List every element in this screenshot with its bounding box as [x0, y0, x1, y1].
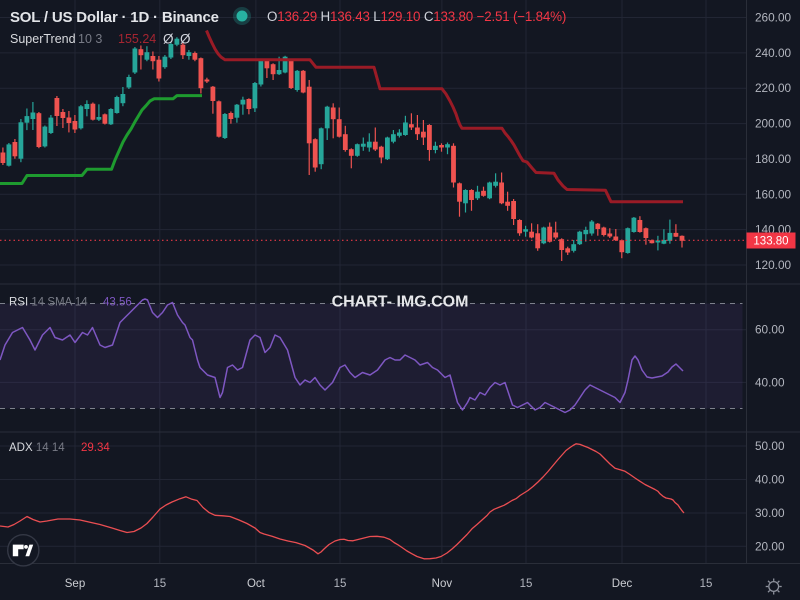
svg-text:Sep: Sep: [65, 578, 85, 590]
svg-text:29.34: 29.34: [81, 442, 110, 454]
svg-text:260.00: 260.00: [755, 11, 792, 25]
svg-text:Dec: Dec: [612, 578, 633, 590]
svg-text:43.56: 43.56: [103, 297, 132, 309]
svg-text:40.00: 40.00: [755, 473, 785, 487]
svg-text:133.80: 133.80: [753, 236, 788, 248]
svg-text:15: 15: [153, 578, 166, 590]
svg-text:200.00: 200.00: [755, 117, 792, 131]
svg-text:160.00: 160.00: [755, 187, 792, 201]
svg-text:155.24: 155.24: [118, 32, 156, 46]
svg-text:Ø: Ø: [180, 32, 191, 47]
svg-text:60.00: 60.00: [755, 323, 785, 337]
svg-text:15: 15: [700, 578, 713, 590]
svg-text:40.00: 40.00: [755, 375, 785, 389]
svg-text:Oct: Oct: [247, 578, 266, 590]
svg-text:220.00: 220.00: [755, 81, 792, 95]
svg-text:SOL / US Dollar · 1D · Binance: SOL / US Dollar · 1D · Binance: [10, 9, 219, 26]
svg-text:Ø: Ø: [163, 32, 174, 47]
svg-text:RSI 14 SMA 14: RSI 14 SMA 14: [9, 297, 88, 309]
svg-text:180.00: 180.00: [755, 152, 792, 166]
svg-text:240.00: 240.00: [755, 46, 792, 60]
svg-text:15: 15: [334, 578, 347, 590]
svg-text:10 3: 10 3: [78, 32, 102, 46]
svg-text:20.00: 20.00: [755, 539, 785, 553]
svg-text:SuperTrend: SuperTrend: [10, 32, 76, 46]
svg-text:Nov: Nov: [432, 578, 453, 590]
svg-text:50.00: 50.00: [755, 439, 785, 453]
svg-text:CHART- IMG.COM: CHART- IMG.COM: [332, 294, 469, 311]
svg-text:15: 15: [520, 578, 533, 590]
svg-text:ADX 14 14: ADX 14 14: [9, 442, 65, 454]
svg-text:O136.29 H136.43 L129.10 C133.8: O136.29 H136.43 L129.10 C133.80 −2.51 (−…: [267, 9, 566, 24]
svg-text:120.00: 120.00: [755, 258, 792, 272]
svg-text:30.00: 30.00: [755, 506, 785, 520]
